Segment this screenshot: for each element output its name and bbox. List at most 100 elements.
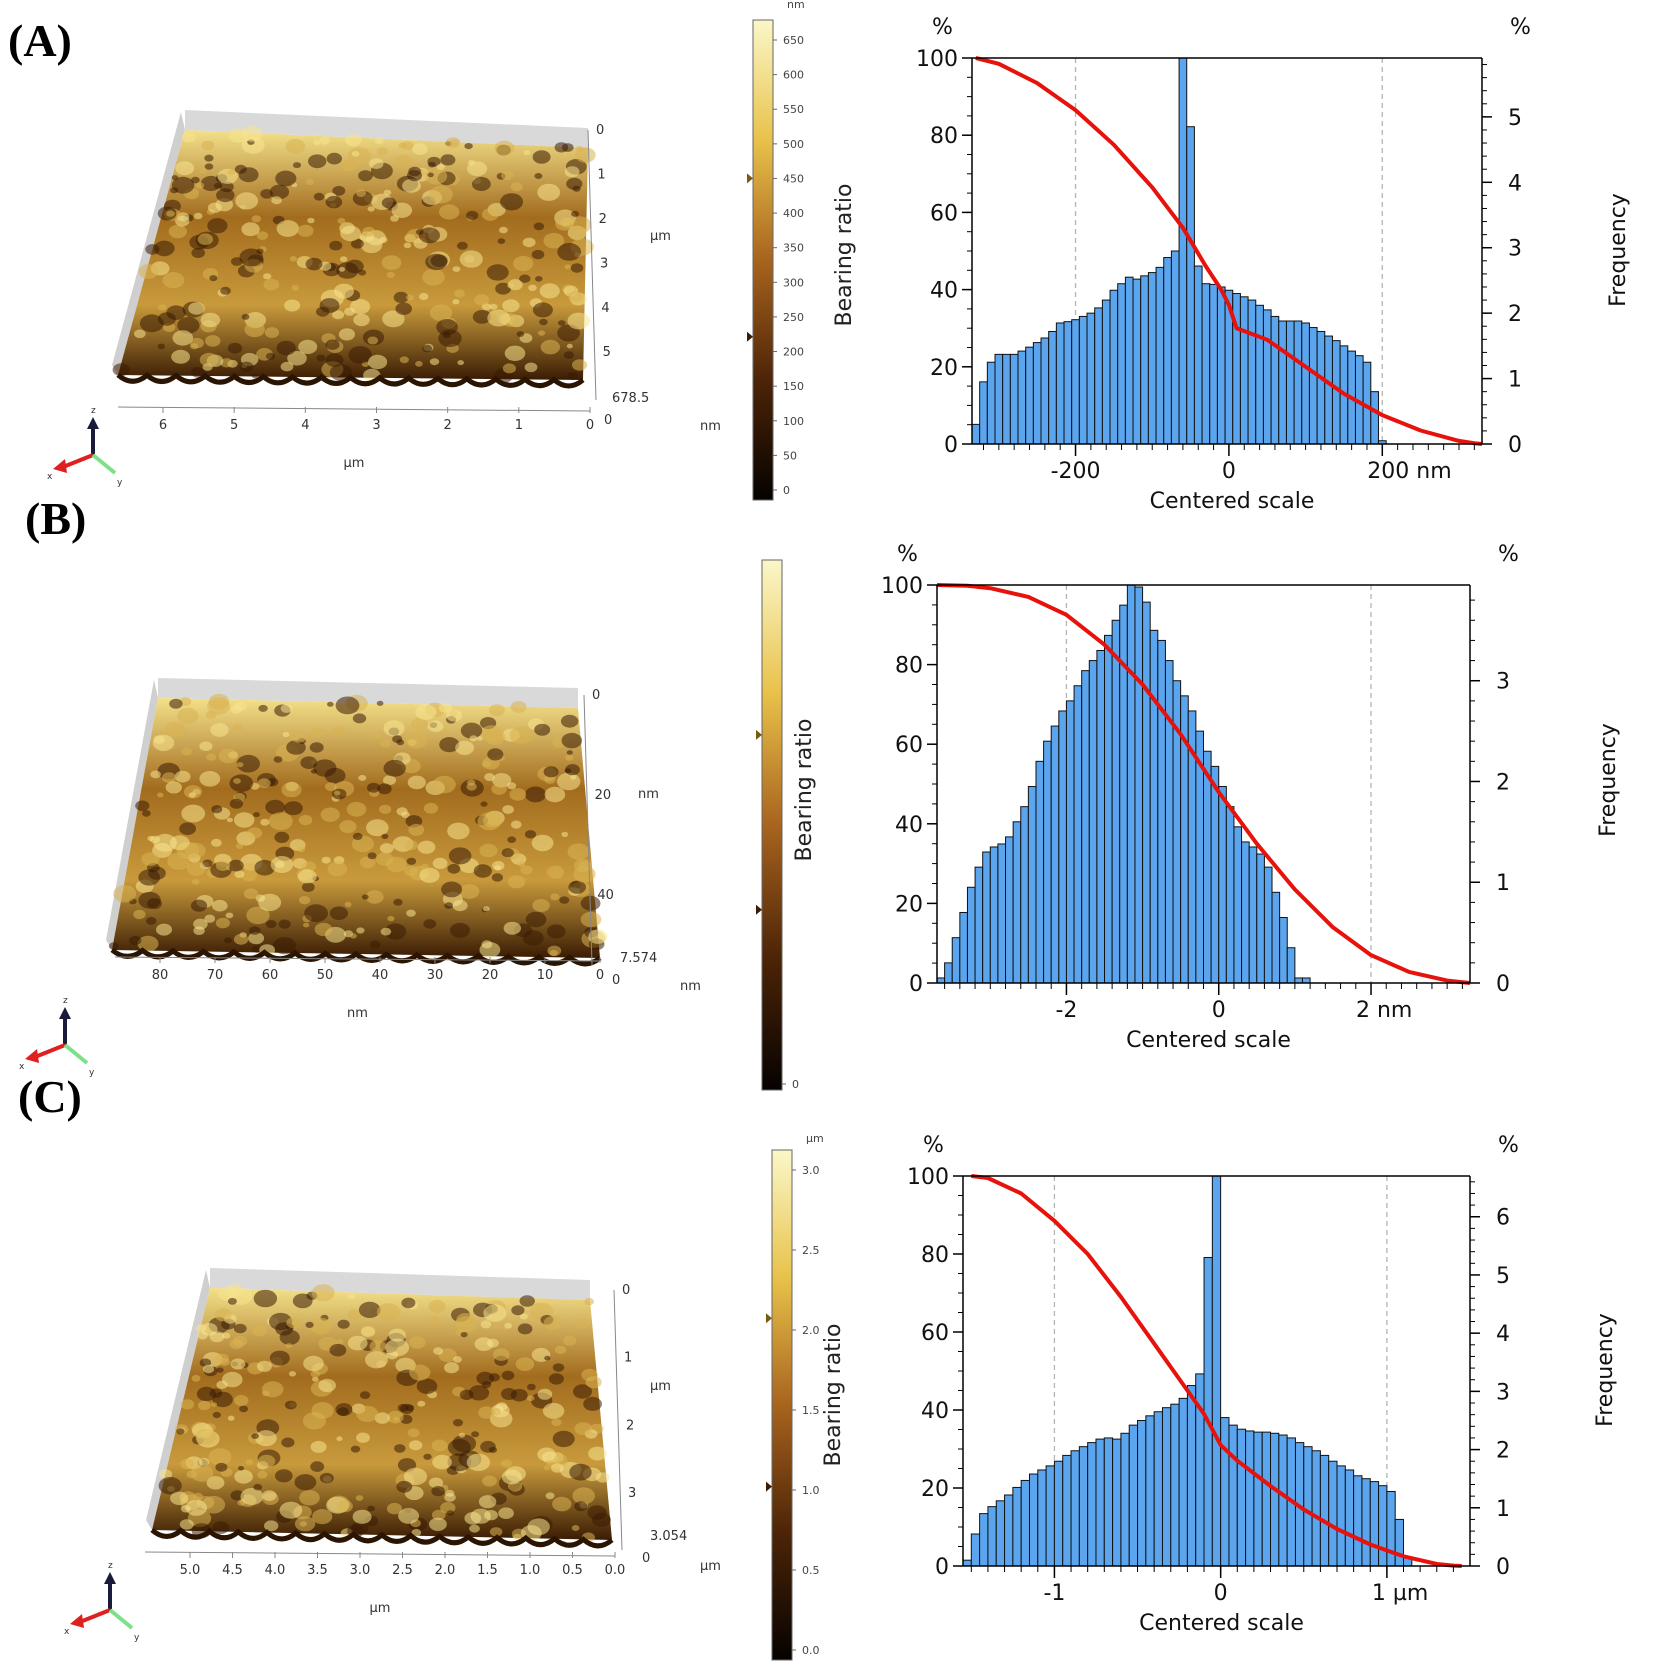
afm-texture-spot [229, 798, 244, 809]
afm-texture-spot [319, 136, 330, 145]
left-unit-label: % [932, 15, 953, 40]
afm-texture-spot [406, 909, 416, 917]
afm-texture-spot [407, 1428, 420, 1438]
x-arrowhead [25, 1049, 39, 1063]
afm-texture-spot [199, 771, 221, 787]
colorbar-tick-label: 1.5 [802, 1404, 820, 1417]
colorbar-gradient [771, 1149, 793, 1661]
afm-texture-spot [554, 142, 569, 153]
frequency-axis-title: Frequency [1593, 1313, 1618, 1427]
z-arrowhead [59, 1007, 71, 1019]
afm-texture-spot [419, 292, 429, 301]
afm-texture-spot [568, 216, 592, 234]
afm-z-min-label: 0 [612, 973, 620, 988]
histogram-bar [1211, 1175, 1222, 1567]
colorbar-tick-label: 3.0 [802, 1164, 820, 1177]
afm-texture-spot [141, 852, 160, 866]
afm-texture-spot [309, 1317, 332, 1335]
afm-texture-spot [550, 1463, 564, 1473]
left-tick-label: 80 [921, 1243, 949, 1268]
afm-texture-spot [396, 1480, 413, 1493]
afm-texture-spot [526, 1395, 535, 1402]
histogram-bar [1078, 1446, 1089, 1567]
afm-texture-spot [319, 1472, 334, 1484]
afm-texture-spot [312, 1509, 333, 1525]
afm-texture-spot [142, 810, 151, 817]
afm-texture-spot [235, 192, 259, 210]
afm-front-edge [110, 947, 602, 967]
afm-texture-spot [386, 1502, 403, 1515]
afm-texture-spot [243, 862, 256, 872]
afm-texture-spot [560, 714, 579, 728]
afm-texture-spot [332, 725, 346, 736]
afm-texture-spot [233, 1395, 249, 1406]
histogram-bar [1012, 821, 1022, 984]
afm-texture-spot [428, 161, 436, 168]
afm-texture-spot [476, 1371, 495, 1385]
afm-y-axis-line [587, 129, 597, 401]
afm-texture-spot [195, 1324, 207, 1333]
afm-x-tick-label: 30 [427, 968, 444, 983]
right-tick-label: 3 [1496, 670, 1510, 695]
afm-texture-spot [428, 1477, 444, 1489]
afm-texture-spot [520, 865, 533, 875]
afm-texture-spot [422, 344, 433, 353]
afm-texture-spot [264, 327, 280, 338]
afm-texture-spot [313, 759, 337, 777]
afm-texture-spot [154, 240, 175, 257]
afm-side-wall [146, 1270, 210, 1530]
afm-texture-spot [571, 1525, 580, 1531]
afm-texture-spot [214, 1308, 232, 1322]
afm-x-tick-label: 1.5 [477, 1563, 498, 1578]
afm-x-tick-label: 4.0 [265, 1563, 286, 1578]
x-tick-label: 2 nm [1356, 998, 1412, 1023]
afm-texture-spot [284, 299, 301, 312]
histogram-bar [1073, 685, 1083, 984]
afm-texture-spot [336, 1339, 344, 1345]
afm-texture-spot [431, 1486, 445, 1497]
afm-texture-spot [469, 735, 478, 742]
afm-texture-spot [398, 142, 408, 149]
colorbar-tick-label: 0 [792, 1078, 799, 1091]
histogram-bar [995, 1500, 1006, 1567]
colorbar-tick-label: 2.0 [802, 1324, 820, 1337]
afm-texture-spot [158, 304, 167, 311]
afm-texture-spot [379, 843, 394, 854]
histogram-bar [1025, 346, 1034, 445]
afm-texture-spot [382, 310, 405, 328]
x-tick-label: -2 [1055, 998, 1077, 1023]
afm-texture-spot [180, 1399, 195, 1410]
afm-texture-spot [351, 239, 364, 249]
afm-texture-spot [489, 303, 498, 310]
afm-texture-spot [446, 1510, 455, 1516]
afm-texture-spot [424, 167, 448, 185]
afm-texture-spot [206, 753, 217, 761]
afm-texture-spot [523, 150, 531, 156]
histogram-bar [1336, 1465, 1346, 1567]
histogram-bar [1132, 278, 1142, 445]
afm-texture-spot [519, 1313, 529, 1320]
afm-x-unit: µm [370, 1601, 391, 1616]
afm-texture-spot [557, 772, 581, 791]
afm-texture-spot [321, 856, 331, 864]
afm-texture-spot [337, 217, 346, 224]
afm-x-tick-label: 50 [317, 968, 334, 983]
afm-texture-spot [287, 351, 307, 366]
afm-texture-spot [227, 342, 243, 354]
afm-texture-spot [316, 306, 330, 317]
axis-triad-icon: z x y [64, 1561, 140, 1643]
afm-texture-spot [453, 1419, 463, 1427]
histogram-bar [1147, 272, 1157, 445]
afm-texture-spot [448, 847, 472, 865]
afm-texture-spot [325, 195, 343, 209]
histogram-bar [979, 381, 988, 445]
afm-texture-spot [569, 1463, 592, 1481]
afm-texture-spot [215, 1462, 228, 1472]
afm-texture-spot [232, 724, 243, 732]
left-tick-label: 100 [907, 1165, 949, 1190]
afm-texture-spot [568, 880, 586, 894]
afm-texture-spot [193, 926, 205, 935]
afm-texture-spot [376, 700, 384, 706]
afm-texture-spot [417, 1400, 426, 1407]
afm-texture-spot [406, 857, 417, 865]
